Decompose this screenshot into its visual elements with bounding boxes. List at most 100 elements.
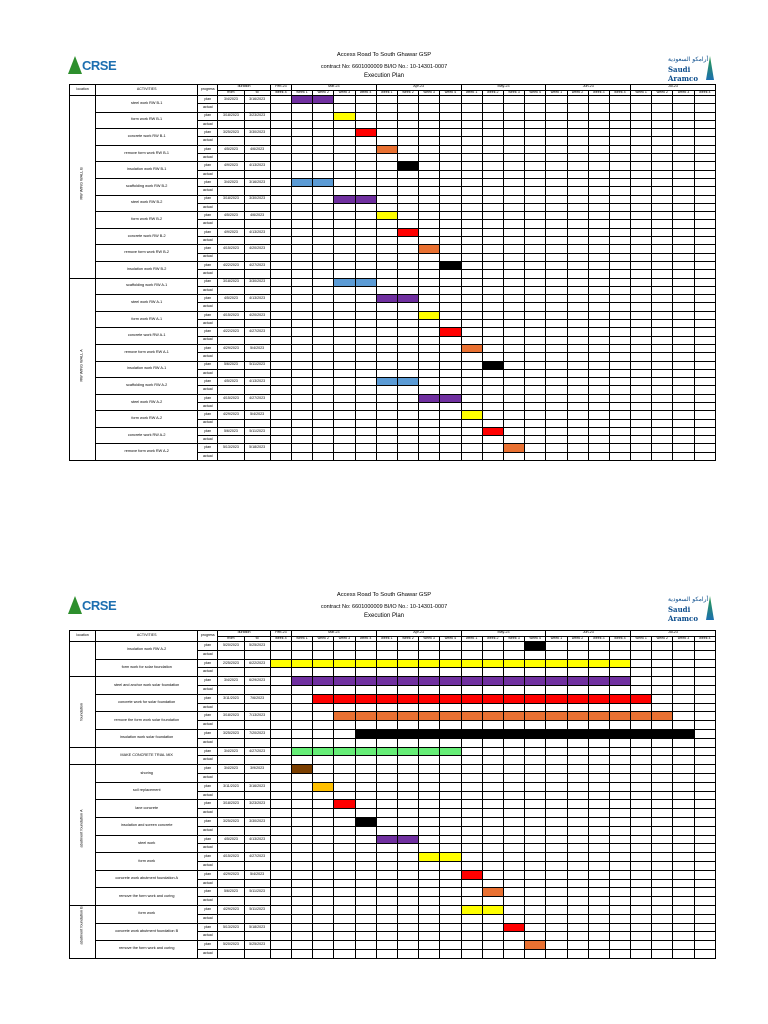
- week-cell: [481, 869, 504, 880]
- week-cell: [630, 385, 653, 395]
- week-cell: [651, 418, 674, 428]
- week-cell: [651, 310, 674, 321]
- gantt-bar: [502, 693, 526, 704]
- plan-label: plan: [197, 443, 219, 453]
- week-cell: [481, 211, 504, 221]
- week-cell: [587, 816, 610, 827]
- week-cell: [418, 435, 441, 445]
- week-cell: [396, 913, 420, 924]
- week-cell: [630, 343, 653, 354]
- week-cell: [608, 410, 632, 420]
- week-cell: [502, 136, 526, 146]
- week-cell: [290, 799, 314, 810]
- week-cell: [333, 816, 356, 827]
- week-cell: [290, 219, 314, 229]
- week-cell: [354, 808, 377, 818]
- week-cell: [502, 103, 526, 113]
- actual-label: actual: [197, 808, 219, 818]
- week-cell: [396, 103, 420, 113]
- gantt-bar: [608, 693, 632, 704]
- week-cell: [502, 755, 526, 766]
- week-cell: [630, 860, 653, 871]
- week-cell: [354, 860, 377, 871]
- week-cell: [524, 702, 547, 713]
- gantt-bar: [608, 658, 632, 669]
- week-cell: [608, 360, 632, 370]
- week-cell: [524, 352, 547, 362]
- from-date: 4/5/2023: [217, 294, 245, 304]
- week-cell: [545, 843, 568, 854]
- gantt-bar: [502, 728, 526, 739]
- gantt-bar: [354, 693, 377, 704]
- week-cell: [269, 177, 292, 188]
- to-date-empty: [243, 684, 271, 695]
- from-date: 3/11/2023: [217, 693, 245, 704]
- to-date-empty: [243, 352, 271, 362]
- week-cell: [587, 144, 610, 155]
- gantt-bar: [587, 658, 610, 669]
- week-cell: [375, 236, 398, 246]
- week-cell: [545, 702, 568, 713]
- gantt-bar: [460, 693, 483, 704]
- week-cell: [672, 443, 695, 453]
- from-date: 3/4/2023: [217, 676, 245, 686]
- from-date: 4/15/2023: [217, 310, 245, 321]
- week-cell: [608, 869, 632, 880]
- week-cell: [418, 641, 441, 651]
- actual-label: actual: [197, 931, 219, 942]
- week-cell: [269, 948, 292, 959]
- week-cell: [672, 161, 695, 171]
- sheet-2: CRSE أرامكو السعودية Saudi Aramco Access …: [0, 540, 768, 1024]
- week-cell: [290, 318, 314, 329]
- week-cell: [439, 860, 462, 871]
- week-cell: [587, 720, 610, 730]
- week-cell: [375, 177, 398, 188]
- week-cell: [587, 426, 610, 437]
- week-cell: [354, 393, 377, 404]
- week-cell: [290, 244, 314, 254]
- week-cell: [312, 667, 335, 678]
- week-cell: [439, 649, 462, 660]
- week-cell: [439, 244, 462, 254]
- week-cell: [651, 781, 674, 792]
- week-cell: [418, 277, 441, 287]
- week-cell: [524, 202, 547, 213]
- week-cell: [630, 435, 653, 445]
- week-cell: [375, 269, 398, 279]
- week-cell: [354, 764, 377, 774]
- week-cell: [630, 377, 653, 387]
- week-cell: [587, 128, 610, 138]
- week-cell: [651, 852, 674, 862]
- week-cell: [587, 940, 610, 950]
- week-cell: [672, 269, 695, 279]
- actual-row: actual: [70, 808, 717, 818]
- week-cell: [651, 294, 674, 304]
- activity-label: steel work RW A-1: [95, 294, 199, 312]
- from-date-empty: [217, 702, 245, 713]
- week-cell: [693, 641, 717, 651]
- to-date: 5/18/2023: [243, 922, 271, 933]
- week-cell: [354, 161, 377, 171]
- week-cell: [333, 948, 356, 959]
- week-cell: [672, 852, 695, 862]
- week-cell: [524, 720, 547, 730]
- to-date: 5/4/2023: [243, 410, 271, 420]
- week-cell: [630, 790, 653, 801]
- activity-label: insolation work RW B-1: [95, 161, 199, 179]
- week-cell: [460, 746, 483, 757]
- week-cell: [693, 834, 717, 845]
- week-cell: [290, 426, 314, 437]
- week-cell: [418, 186, 441, 196]
- week-cell: [439, 103, 462, 113]
- week-cell: [545, 418, 568, 428]
- week-cell: [587, 451, 610, 462]
- week-cell: [290, 310, 314, 321]
- week-cell: [502, 352, 526, 362]
- week-cell: [566, 310, 589, 321]
- week-cell: [290, 161, 314, 171]
- week-cell: [460, 799, 483, 810]
- week-cell: [439, 136, 462, 146]
- week-cell: [312, 194, 335, 204]
- gantt-bar: [439, 658, 462, 669]
- week-cell: [312, 302, 335, 312]
